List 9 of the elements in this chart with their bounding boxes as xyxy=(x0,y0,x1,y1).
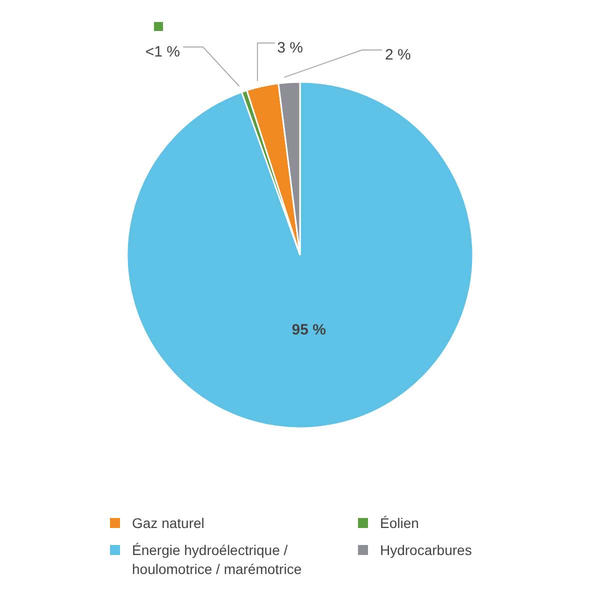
data-label: 3 % xyxy=(277,40,303,56)
pie-slice xyxy=(126,81,474,429)
data-label: 2 % xyxy=(385,46,411,64)
legend-label: Éolien xyxy=(380,514,419,533)
legend-label: Gaz naturel xyxy=(132,514,204,533)
data-label: <1 % xyxy=(145,44,180,60)
data-label: 95 % xyxy=(292,322,326,339)
legend-label: Hydrocarbures xyxy=(380,541,472,560)
legend-label: Énergie hydroélectrique / houlomotrice / marémotrice xyxy=(132,541,303,579)
